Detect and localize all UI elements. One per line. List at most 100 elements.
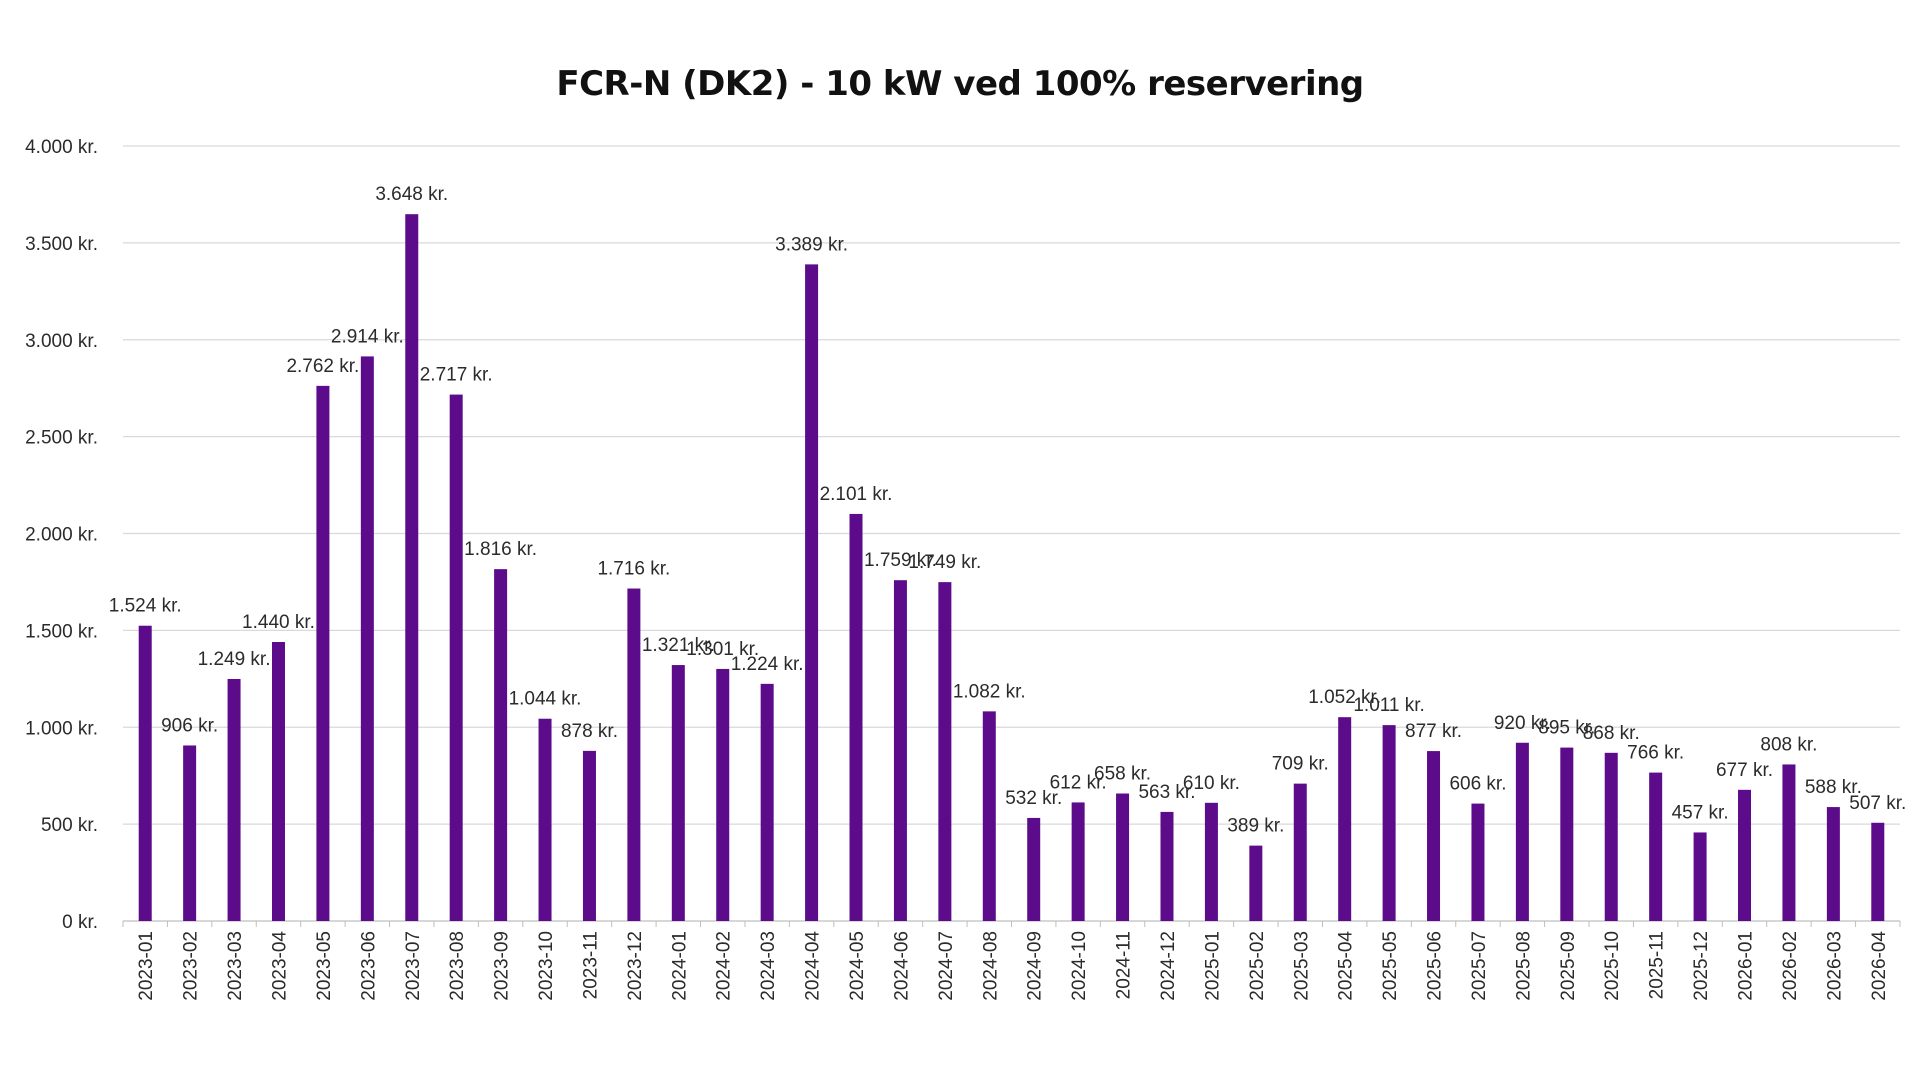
data-label: 1.052 kr. bbox=[1308, 687, 1381, 708]
x-tick-label: 2024-09 bbox=[1025, 931, 1046, 1001]
x-tick-label: 2023-11 bbox=[580, 931, 601, 999]
x-tick-label: 2023-03 bbox=[225, 931, 246, 1001]
bar bbox=[1515, 742, 1529, 921]
x-tick-label: 2024-11 bbox=[1114, 931, 1135, 999]
data-label: 389 kr. bbox=[1227, 816, 1284, 837]
data-label: 563 kr. bbox=[1138, 782, 1195, 803]
x-tick-label: 2023-04 bbox=[269, 931, 290, 1001]
bar bbox=[1293, 783, 1307, 921]
y-tick-label: 3.500 kr. bbox=[25, 234, 98, 255]
x-tick-label: 2025-11 bbox=[1647, 931, 1668, 999]
x-tick-label: 2023-12 bbox=[625, 931, 646, 1001]
data-label: 606 kr. bbox=[1449, 774, 1506, 795]
x-tick-label: 2025-04 bbox=[1336, 931, 1357, 1001]
x-tick-label: 2023-10 bbox=[536, 931, 557, 1001]
x-tick-label: 2025-03 bbox=[1291, 931, 1312, 1001]
data-label: 507 kr. bbox=[1849, 793, 1906, 814]
x-tick-label: 2025-09 bbox=[1558, 931, 1579, 1001]
data-label: 1.749 kr. bbox=[908, 552, 981, 573]
bar bbox=[494, 569, 508, 921]
bar bbox=[1204, 802, 1218, 921]
data-label: 677 kr. bbox=[1716, 760, 1773, 781]
data-label: 2.717 kr. bbox=[420, 365, 493, 386]
gridlines bbox=[123, 145, 1900, 922]
data-label: 1.816 kr. bbox=[464, 539, 537, 560]
bar bbox=[1471, 803, 1485, 921]
x-tick-label: 2025-10 bbox=[1602, 931, 1623, 1001]
bar bbox=[1249, 845, 1263, 921]
y-tick-label: 1.500 kr. bbox=[25, 621, 98, 642]
data-label: 1.440 kr. bbox=[242, 612, 315, 633]
data-label: 906 kr. bbox=[161, 715, 218, 736]
data-label: 1.716 kr. bbox=[597, 559, 670, 580]
bar bbox=[582, 750, 596, 921]
bar bbox=[316, 385, 330, 921]
x-tick-label: 2023-09 bbox=[492, 931, 513, 1001]
x-axis-ticks: 2023-01 2023-02 2023-03 2023-04 2023-05 2023-… bbox=[122, 921, 1901, 1001]
data-label: 2.762 kr. bbox=[286, 356, 359, 377]
bar bbox=[1160, 811, 1174, 921]
bar bbox=[138, 625, 152, 921]
y-axis-ticks: 0 kr. 500 kr. 1.000 kr. 1.500 kr. 2.000 kr. 2… bbox=[25, 137, 98, 933]
y-tick-label: 4.000 kr. bbox=[25, 137, 98, 158]
data-label: 1.249 kr. bbox=[198, 649, 271, 670]
bar bbox=[183, 745, 197, 921]
data-label: 878 kr. bbox=[561, 721, 618, 742]
y-tick-label: 2.500 kr. bbox=[25, 428, 98, 449]
data-label: 1.224 kr. bbox=[731, 654, 804, 675]
bar bbox=[938, 582, 952, 921]
bar bbox=[405, 214, 419, 921]
x-tick-label: 2025-08 bbox=[1513, 931, 1534, 1001]
bars bbox=[138, 214, 1885, 922]
x-tick-label: 2024-04 bbox=[803, 931, 824, 1001]
bar bbox=[849, 513, 863, 921]
data-label: 610 kr. bbox=[1183, 773, 1240, 794]
data-label: 766 kr. bbox=[1627, 743, 1684, 764]
x-tick-label: 2025-01 bbox=[1202, 931, 1223, 1001]
data-label: 877 kr. bbox=[1405, 721, 1462, 742]
y-tick-label: 500 kr. bbox=[41, 815, 98, 836]
bar bbox=[1560, 747, 1574, 921]
bar bbox=[1604, 752, 1618, 921]
x-tick-label: 2023-05 bbox=[314, 931, 335, 1001]
x-tick-label: 2026-01 bbox=[1736, 931, 1757, 1001]
data-label: 709 kr. bbox=[1272, 754, 1329, 775]
bar bbox=[893, 580, 907, 921]
x-tick-label: 2026-03 bbox=[1824, 931, 1845, 1001]
x-tick-label: 2024-07 bbox=[936, 931, 957, 1001]
data-label: 457 kr. bbox=[1672, 802, 1729, 823]
x-tick-label: 2025-02 bbox=[1247, 931, 1268, 1001]
x-tick-label: 2023-07 bbox=[403, 931, 424, 1001]
data-label: 2.101 kr. bbox=[820, 484, 893, 505]
x-tick-label: 2024-10 bbox=[1069, 931, 1090, 1001]
bar bbox=[1738, 789, 1752, 921]
x-tick-label: 2023-06 bbox=[358, 931, 379, 1001]
x-tick-label: 2024-03 bbox=[758, 931, 779, 1001]
bar bbox=[227, 679, 241, 921]
data-label: 2.914 kr. bbox=[331, 326, 404, 347]
bar bbox=[1338, 717, 1352, 921]
bar bbox=[1027, 817, 1041, 921]
bar bbox=[1693, 832, 1707, 921]
bar bbox=[538, 718, 552, 921]
x-tick-label: 2025-12 bbox=[1691, 931, 1712, 1001]
data-label: 1.301 kr. bbox=[686, 639, 759, 660]
x-tick-label: 2026-04 bbox=[1869, 931, 1890, 1001]
data-label: 920 kr. bbox=[1494, 713, 1551, 734]
data-label: 3.648 kr. bbox=[375, 184, 448, 205]
x-tick-label: 2026-02 bbox=[1780, 931, 1801, 1001]
data-label: 658 kr. bbox=[1094, 764, 1151, 785]
bar bbox=[1871, 822, 1885, 921]
bar bbox=[1071, 802, 1085, 921]
y-tick-label: 0 kr. bbox=[62, 912, 98, 933]
bar bbox=[627, 588, 641, 921]
x-tick-label: 2023-02 bbox=[181, 931, 202, 1001]
chart-title: FCR-N (DK2) - 10 kW ved 100% reservering bbox=[556, 64, 1364, 104]
data-label: 808 kr. bbox=[1760, 734, 1817, 755]
bar bbox=[671, 665, 685, 921]
data-label: 1.759 kr. bbox=[864, 550, 937, 571]
data-label: 1.082 kr. bbox=[953, 681, 1026, 702]
x-tick-label: 2025-07 bbox=[1469, 931, 1490, 1001]
bar bbox=[1826, 807, 1840, 921]
